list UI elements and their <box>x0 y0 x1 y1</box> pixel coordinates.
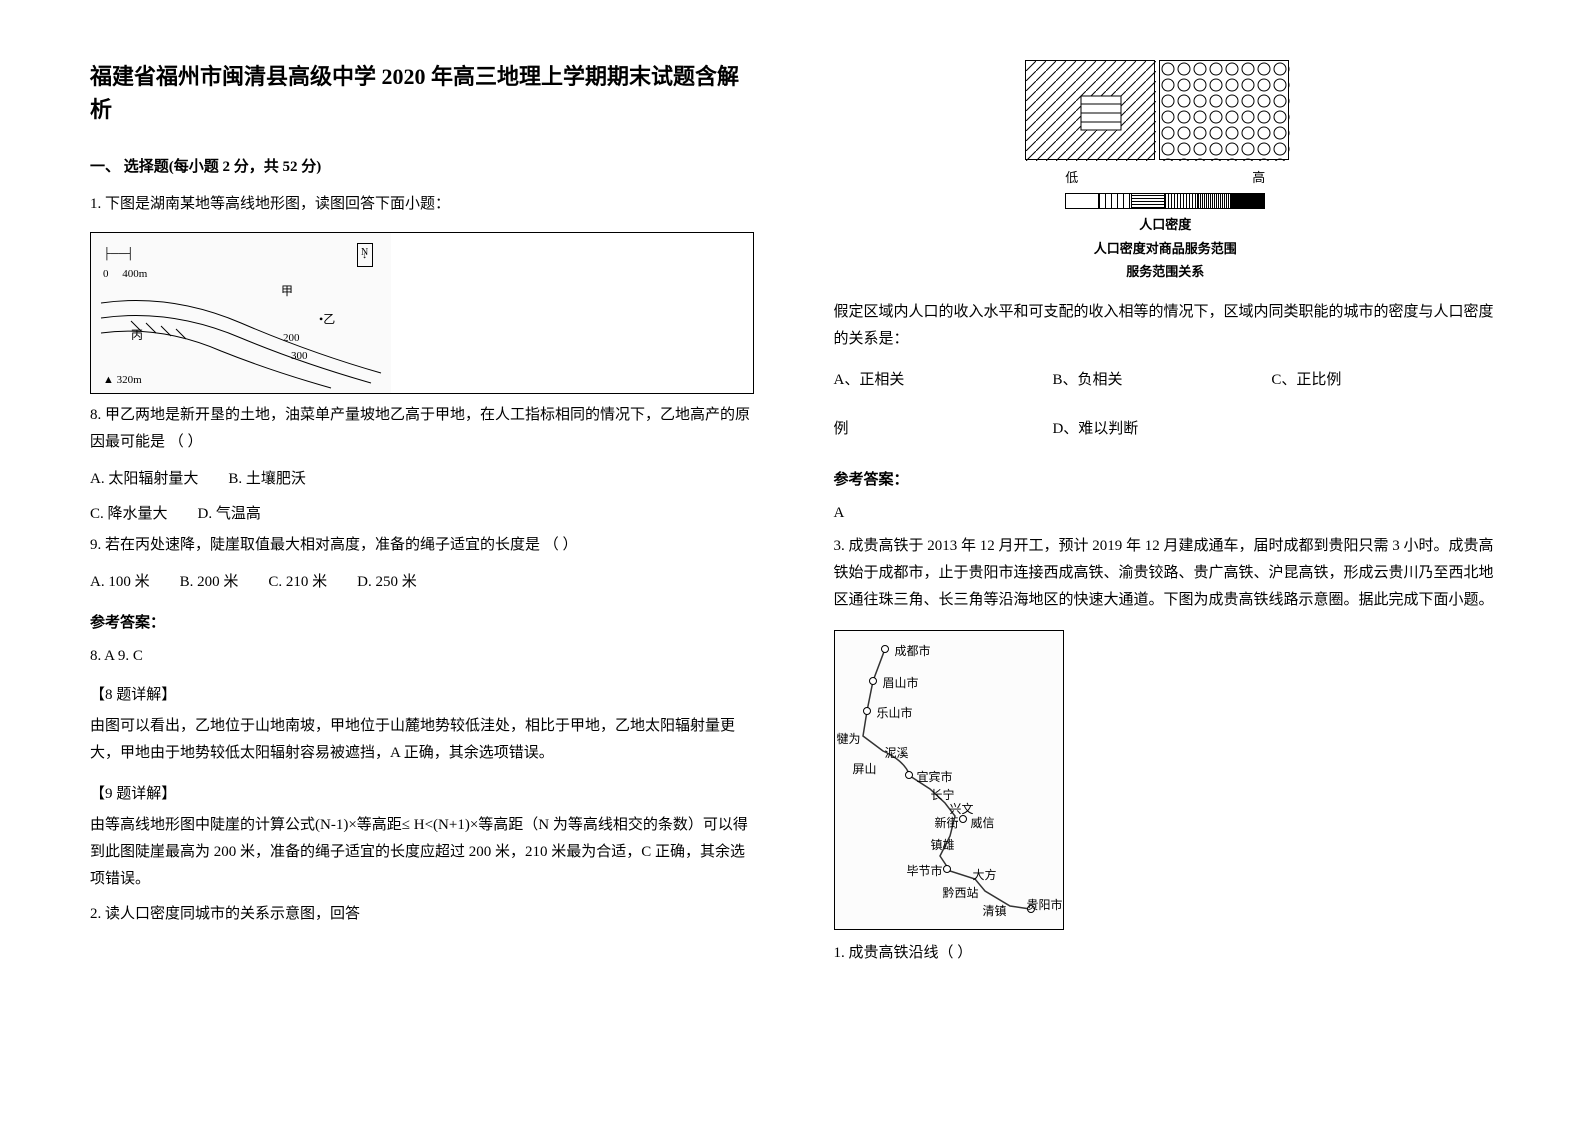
q2-answer: A <box>834 500 1498 527</box>
elev-320: ▲ 320m <box>103 371 142 391</box>
legend-line3: 服务范围关系 <box>1025 260 1305 283</box>
city-leshan: 乐山市 <box>877 703 913 725</box>
q8-text: 8. 甲乙两地是新开垦的土地，油菜单产量坡地乙高于甲地，在人工指标相同的情况下，… <box>90 402 754 456</box>
q2-options: A、正相关 B、负相关 C、正比例 <box>834 367 1498 400</box>
city-pingshan: 屏山 <box>853 759 877 781</box>
q2-intro: 2. 读人口密度同城市的关系示意图，回答 <box>90 901 754 928</box>
q9-option-a: A. 100 米 <box>90 569 150 596</box>
q8-option-c: C. 降水量大 <box>90 501 168 528</box>
right-column: 低 高 人口密度 人口密度对商品服务范围 服务范围关系 假定区域内人口的收入水平… <box>834 60 1498 1062</box>
pattern-high-density <box>1159 60 1289 160</box>
city-qingzhen: 清镇 <box>983 901 1007 923</box>
q9-detail-header: 【9 题详解】 <box>90 781 754 808</box>
city-xinjie: 新街 <box>935 813 959 835</box>
city-qianxi: 黔西站 <box>943 883 979 905</box>
hatch-pattern-icon <box>1026 61 1156 161</box>
q2-option-a: A、正相关 <box>834 367 1053 394</box>
legend-line2: 人口密度对商品服务范围 <box>1025 237 1305 260</box>
q8-options-row1: A. 太阳辐射量大 B. 土壤肥沃 <box>90 466 754 493</box>
q2-options-row2: 例 D、难以判断 <box>834 416 1498 449</box>
answer-label-1: 参考答案： <box>90 610 754 637</box>
legend-low: 低 <box>1065 166 1078 189</box>
section-1-header: 一、 选择题(每小题 2 分，共 52 分) <box>90 154 754 181</box>
city-zhenxiong: 镇雄 <box>931 835 955 857</box>
document-title: 福建省福州市闽清县高级中学 2020 年高三地理上学期期末试题含解析 <box>90 60 754 126</box>
answer-label-2: 参考答案： <box>834 467 1498 494</box>
circle-grid-icon <box>1160 61 1290 161</box>
city-dot-leshan <box>863 707 871 715</box>
legend-high: 高 <box>1252 166 1265 189</box>
q8-option-b: B. 土壤肥沃 <box>228 466 306 493</box>
q2-option-c-cont: 例 <box>834 416 1053 443</box>
q8-detail-header: 【8 题详解】 <box>90 682 754 709</box>
contour-200: 200 <box>283 329 300 349</box>
q9-options-row: A. 100 米 B. 200 米 C. 210 米 D. 250 米 <box>90 569 754 596</box>
label-bing: 丙 <box>131 325 143 347</box>
topographic-map-figure: ├──┤ 0 400m ↓ N 甲 •乙 丙 ▲ 320m 200 300 <box>90 232 754 394</box>
q3-intro: 3. 成贵高铁于 2013 年 12 月开工，预计 2019 年 12 月建成通… <box>834 533 1498 614</box>
q2-text: 假定区域内人口的收入水平和可支配的收入相等的情况下，区域内同类职能的城市的密度与… <box>834 299 1498 353</box>
q2-option-b: B、负相关 <box>1052 367 1271 394</box>
density-diagram-figure: 低 高 人口密度 人口密度对商品服务范围 服务范围关系 <box>1025 60 1305 284</box>
q3-1-text: 1. 成贵高铁沿线（ ） <box>834 940 1498 967</box>
q8-option-a: A. 太阳辐射量大 <box>90 466 198 493</box>
city-dot-chengdu <box>881 645 889 653</box>
q8-explanation: 由图可以看出，乙地位于山地南坡，甲地位于山麓地势较低洼处，相比于甲地，乙地太阳辐… <box>90 713 754 767</box>
contour-300: 300 <box>291 347 308 367</box>
q2-option-d: D、难以判断 <box>1052 416 1271 443</box>
city-dot-yibin <box>905 771 913 779</box>
city-chengdu: 成都市 <box>895 641 931 663</box>
city-jianwei: 犍为 <box>837 729 861 751</box>
city-meishan: 眉山市 <box>883 673 919 695</box>
city-bijie: 毕节市 <box>907 861 943 883</box>
answers-8-9: 8. A 9. C <box>90 643 754 670</box>
city-dot-bijie <box>943 865 951 873</box>
q1-intro: 1. 下图是湖南某地等高线地形图，读图回答下面小题： <box>90 191 754 218</box>
label-yi: •乙 <box>319 309 335 331</box>
left-column: 福建省福州市闽清县高级中学 2020 年高三地理上学期期末试题含解析 一、 选择… <box>90 60 754 1062</box>
legend-gradient-bar <box>1065 193 1265 209</box>
contour-lines-icon <box>91 233 391 393</box>
q9-option-c: C. 210 米 <box>268 569 327 596</box>
q9-text: 9. 若在丙处速降，陡崖取值最大相对高度，准备的绳子适宜的长度是 （ ） <box>90 532 754 559</box>
q9-option-b: B. 200 米 <box>180 569 239 596</box>
q9-explanation: 由等高线地形图中陡崖的计算公式(N-1)×等高距≤ H<(N+1)×等高距（N … <box>90 812 754 893</box>
q8-options-row2: C. 降水量大 D. 气温高 <box>90 501 754 528</box>
pattern-low-density <box>1025 60 1155 160</box>
city-nixi: 泥溪 <box>885 743 909 765</box>
q9-option-d: D. 250 米 <box>357 569 417 596</box>
railway-map-figure: 成都市 眉山市 乐山市 犍为 泥溪 屏山 宜宾市 长宁 兴文 新街 威信 镇雄 … <box>834 630 1064 930</box>
city-weixin: 威信 <box>971 813 995 835</box>
q2-option-c: C、正比例 <box>1271 367 1490 394</box>
legend-line1: 人口密度 <box>1025 213 1305 236</box>
city-dot-weixin <box>959 815 967 823</box>
city-dot-meishan <box>869 677 877 685</box>
city-guiyang: 贵阳市 <box>1027 895 1063 917</box>
q8-option-d: D. 气温高 <box>198 501 261 528</box>
label-jia: 甲 <box>281 281 293 303</box>
